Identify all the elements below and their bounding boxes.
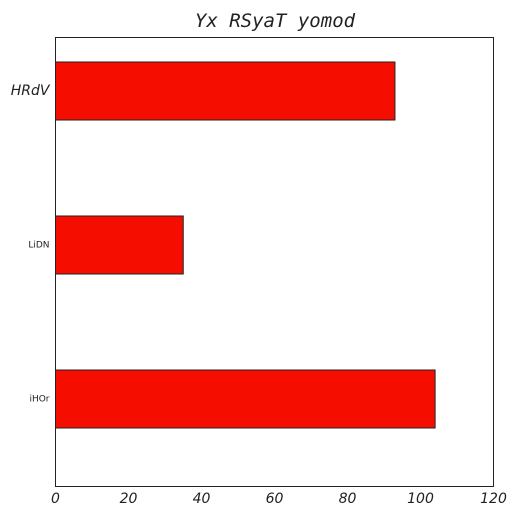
plot-frame bbox=[55, 37, 494, 487]
x-tick-label-40: 40 bbox=[193, 491, 211, 507]
x-tick-label-80: 80 bbox=[339, 491, 357, 507]
y-tick-label-ihor: iHOr bbox=[29, 395, 49, 405]
x-tick-label-100: 100 bbox=[407, 491, 434, 507]
y-tick-label-lidn: LiDN bbox=[28, 241, 49, 251]
x-tick-label-60: 60 bbox=[266, 491, 284, 507]
x-tick-labels: 0 20 40 60 80 100 120 bbox=[51, 491, 507, 507]
chart-title: Yx RSyaT yomod bbox=[195, 10, 356, 32]
bar-lidn bbox=[55, 215, 184, 275]
bars-group bbox=[55, 61, 436, 429]
y-tick-labels: HRdV LiDN iHOr bbox=[11, 83, 51, 405]
x-tick-label-0: 0 bbox=[51, 491, 60, 507]
bar-ihor bbox=[55, 369, 436, 429]
x-tick-label-20: 20 bbox=[120, 491, 138, 507]
y-tick-label-hrdv: HRdV bbox=[11, 83, 51, 99]
bar-hrdv bbox=[55, 61, 396, 121]
x-tick-label-120: 120 bbox=[480, 491, 507, 507]
